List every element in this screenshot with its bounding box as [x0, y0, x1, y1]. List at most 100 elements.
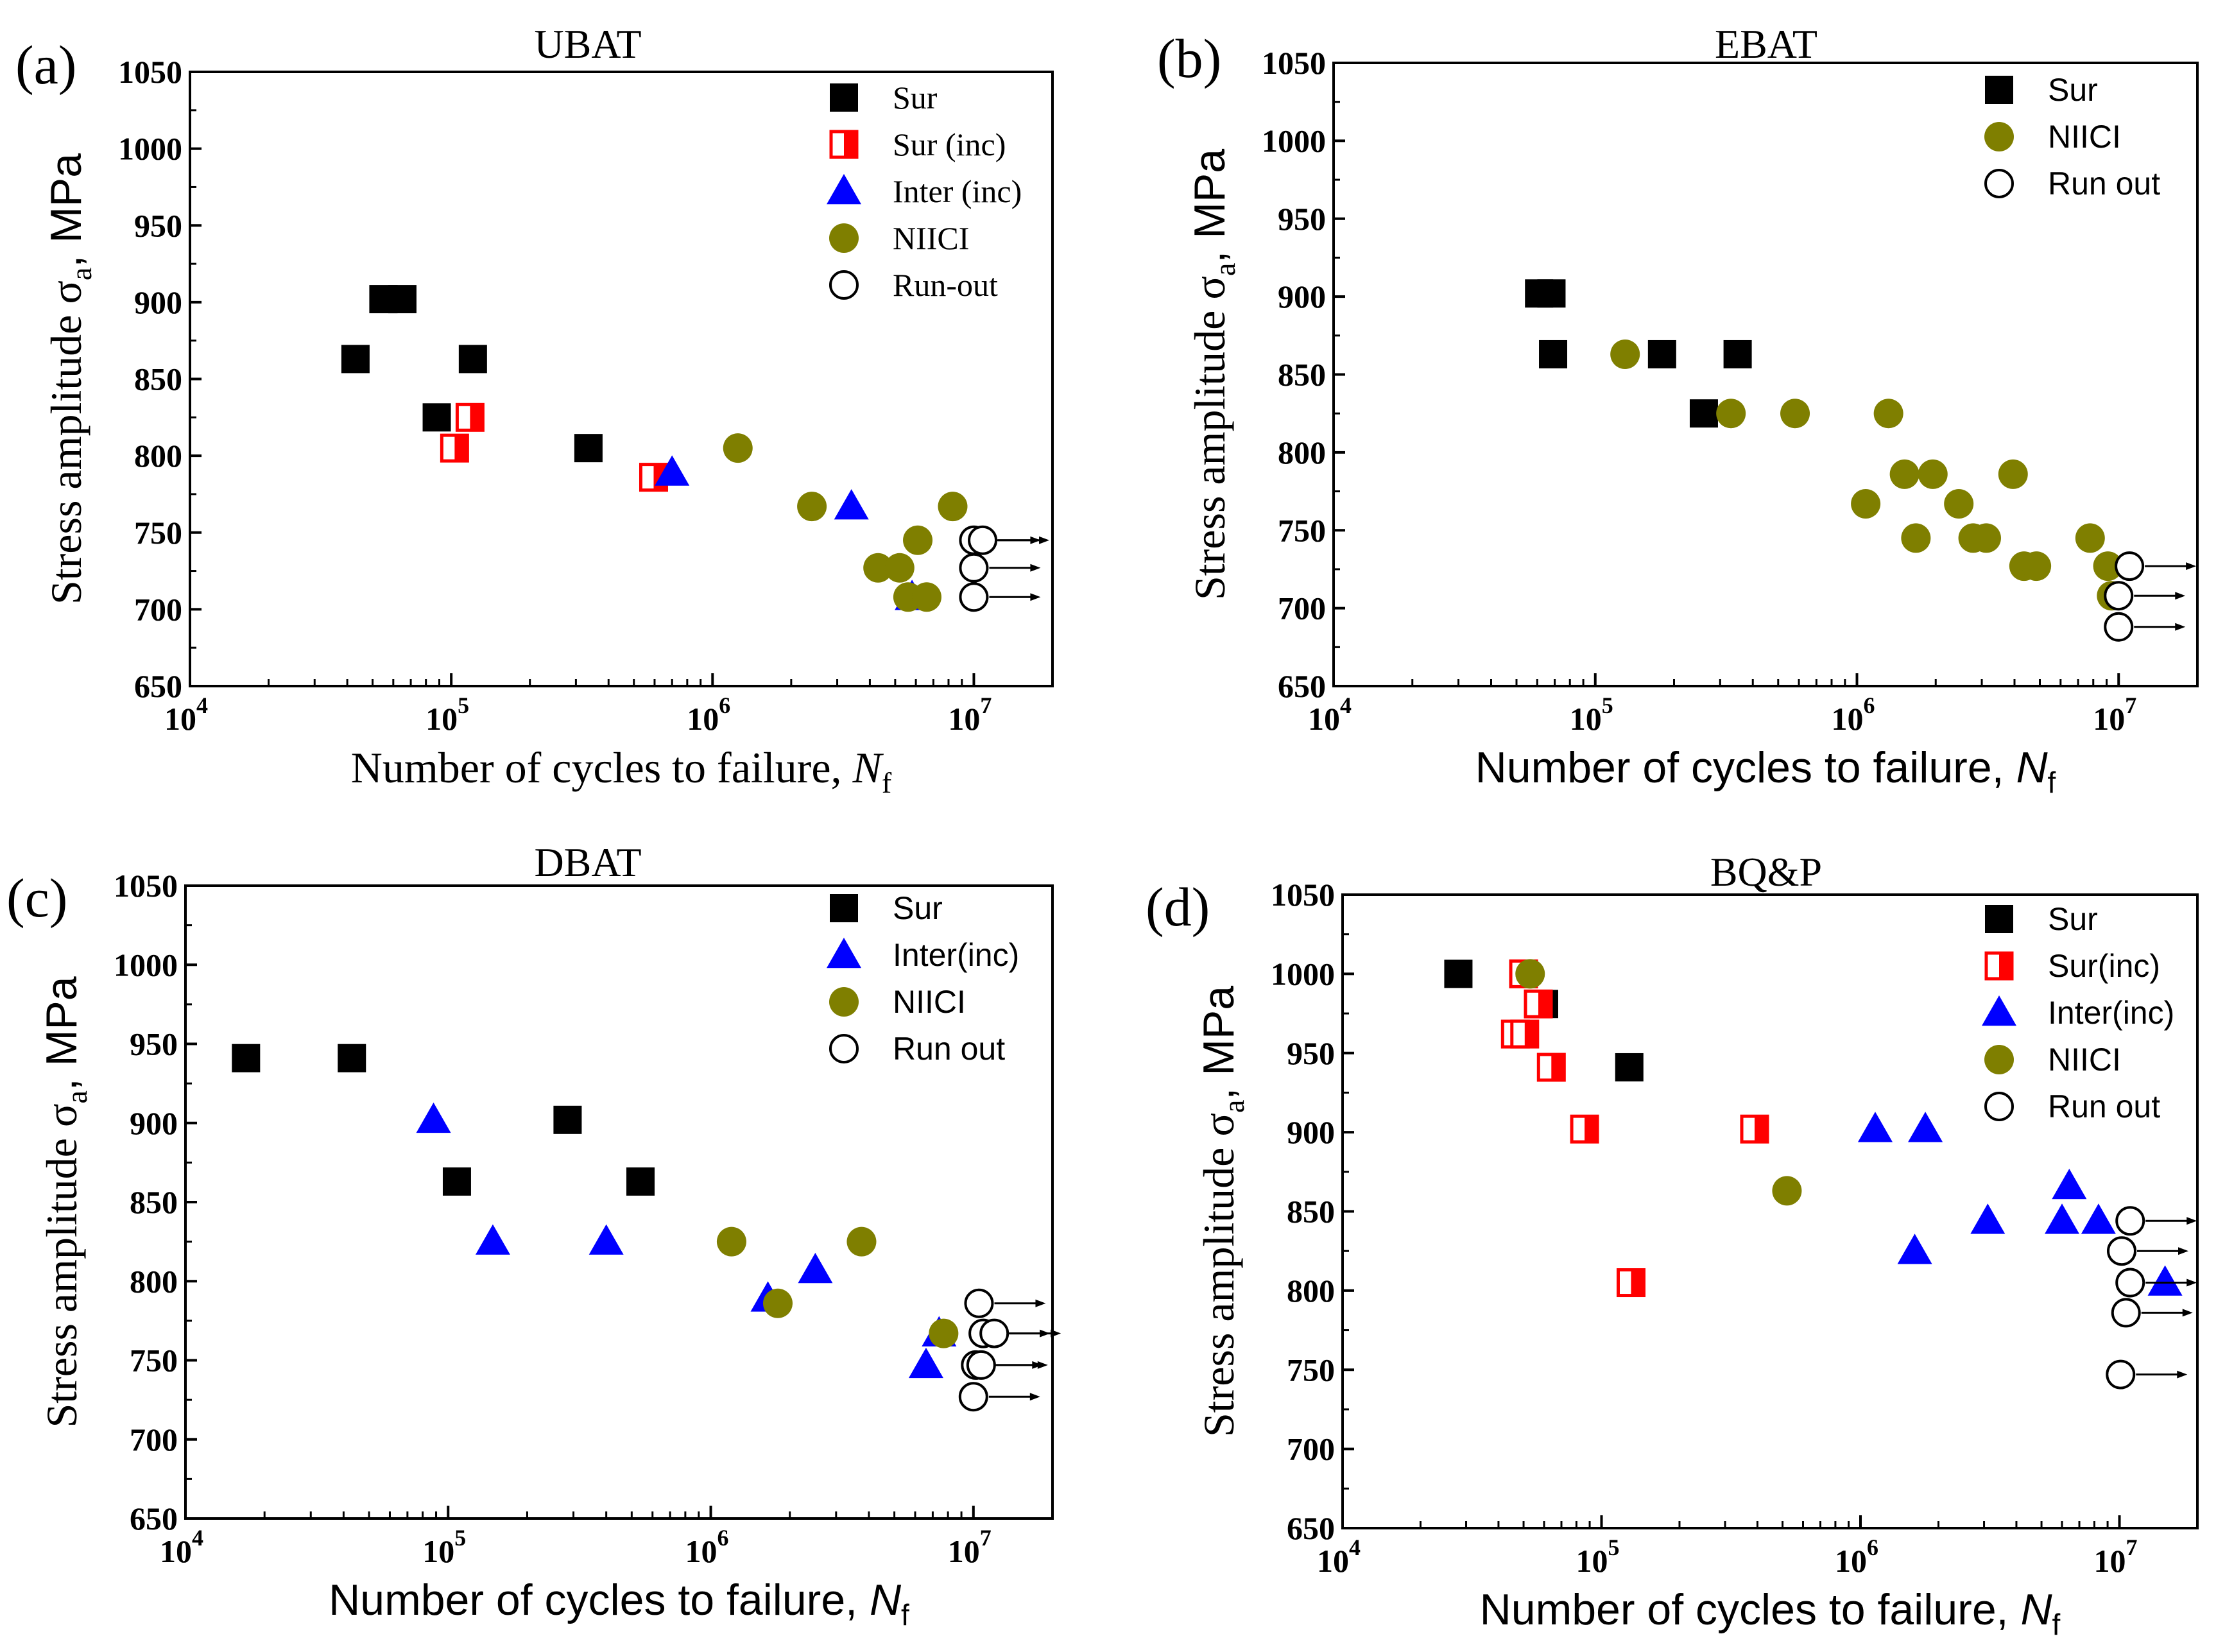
legend-label: NIICI: [893, 220, 969, 256]
data-point: [422, 403, 451, 432]
data-point: [1780, 399, 1810, 429]
data-point: [588, 1224, 624, 1255]
legend-label: Sur: [2048, 72, 2098, 108]
data-point: [2147, 1265, 2183, 1296]
series-inter: [655, 455, 930, 610]
legend: Sur NIICI Run out: [1984, 72, 2160, 202]
legend-label: Run out: [893, 1031, 1005, 1067]
legend-label: Inter (inc): [893, 173, 1022, 209]
x-tick-label: 106: [1832, 693, 1875, 737]
series-niici: [1515, 959, 1802, 1206]
data-point: [341, 345, 370, 374]
series-niici: [1610, 339, 2127, 611]
data-point: [968, 525, 998, 555]
y-tick-label: 1050: [118, 54, 182, 90]
y-tick-label: 800: [130, 1263, 178, 1299]
data-point: [1539, 340, 1568, 368]
panel-label: (b): [1157, 28, 1221, 89]
data-point: [797, 492, 827, 522]
y-axis-label: Stress amplitude σa, MPa: [1185, 149, 1241, 600]
series-sur: [341, 285, 603, 463]
data-point: [798, 1252, 833, 1284]
run-out-arrow: [989, 593, 1041, 601]
x-axis-label: Number of cycles to failure, Nf: [1480, 1585, 2061, 1641]
x-tick-label: 107: [948, 693, 992, 737]
x-tick-label: 106: [687, 693, 730, 737]
legend-marker: [829, 987, 859, 1017]
data-point: [626, 1167, 655, 1196]
series-runout: [959, 525, 1050, 612]
legend-label: Sur (inc): [893, 126, 1006, 162]
y-tick-label: 850: [1278, 357, 1326, 393]
data-point: [959, 553, 989, 583]
data-point: [1772, 1176, 1802, 1206]
y-tick-label: 950: [1278, 201, 1326, 237]
data-point: [1689, 399, 1718, 428]
x-axis-label: Number of cycles to failure, Nf: [1475, 743, 2056, 799]
legend-label: Inter(inc): [2048, 995, 2174, 1031]
legend-marker: [1984, 1045, 2014, 1074]
series-niici: [723, 433, 968, 612]
run-out-arrow: [1009, 1329, 1061, 1338]
series-niici: [716, 1226, 959, 1348]
data-point: [1908, 1112, 1943, 1142]
x-tick-label: 105: [1570, 693, 1613, 737]
run-out-arrow: [989, 564, 1041, 572]
legend-label: Sur: [893, 890, 943, 926]
plot-frame: [1341, 893, 2199, 1529]
data-point: [1918, 459, 1948, 489]
data-point: [911, 582, 941, 612]
y-tick-label: 650: [1278, 668, 1326, 704]
run-out-arrow: [2145, 562, 2197, 571]
y-tick-label: 1050: [114, 868, 178, 904]
y-tick-label: 800: [1278, 435, 1326, 470]
data-point: [2045, 1203, 2080, 1234]
data-point: [959, 582, 989, 612]
run-out-arrow: [2137, 1247, 2189, 1255]
data-point: [1610, 339, 1640, 369]
data-point: [2052, 1169, 2087, 1200]
y-tick-label: 1000: [1262, 123, 1326, 159]
data-point: [1524, 989, 1553, 1019]
data-point: [1510, 1019, 1540, 1049]
panel-label: (d): [1146, 876, 1210, 938]
legend-label: Inter(inc): [893, 937, 1019, 973]
y-tick-label: 1000: [118, 131, 182, 167]
data-point: [2106, 1359, 2136, 1390]
data-point: [2107, 1236, 2137, 1266]
legend-label: NIICI: [893, 984, 966, 1020]
x-tick-label: 105: [425, 693, 469, 737]
y-tick-label: 1000: [114, 947, 178, 983]
data-point: [1889, 459, 1920, 489]
data-point: [938, 492, 968, 522]
legend-marker: [1985, 76, 2013, 104]
data-point: [1897, 1234, 1932, 1264]
y-axis-label: Stress amplitude σa, MPa: [37, 976, 93, 1427]
x-tick-label: 107: [948, 1525, 992, 1569]
data-point: [1971, 523, 2001, 553]
y-tick-label: 750: [134, 515, 182, 551]
x-tick-label: 107: [2094, 1535, 2138, 1579]
run-out-arrow: [988, 1393, 1040, 1401]
legend-label: Sur: [2048, 901, 2098, 937]
data-point: [2111, 1298, 2141, 1328]
data-point: [1647, 340, 1676, 368]
y-axis-label: Stress amplitude σa, MPa: [42, 153, 98, 605]
y-tick-label: 750: [130, 1343, 178, 1379]
data-point: [1615, 1053, 1644, 1081]
x-axis-label: Number of cycles to failure, Nf: [351, 743, 892, 799]
run-out-arrow: [996, 1361, 1048, 1369]
series-inc: [1500, 959, 1769, 1298]
data-point: [2104, 612, 2134, 642]
data-point: [1537, 279, 1566, 308]
data-point: [2075, 523, 2105, 553]
data-point: [1901, 523, 1931, 553]
data-point: [979, 1318, 1009, 1348]
data-point: [388, 285, 417, 314]
legend-marker: [1985, 905, 2013, 933]
data-point: [2022, 551, 2052, 581]
data-point: [1857, 1112, 1893, 1142]
y-tick-label: 1000: [1271, 956, 1335, 992]
